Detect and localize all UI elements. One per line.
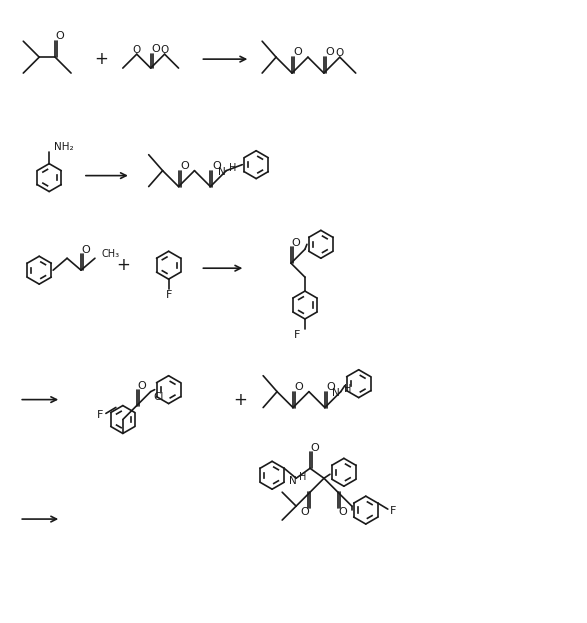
Text: O: O (339, 507, 348, 517)
Text: O: O (311, 444, 319, 454)
Text: +: + (94, 50, 108, 68)
Text: O: O (295, 382, 303, 392)
Text: F: F (294, 330, 300, 340)
Text: N: N (289, 476, 297, 486)
Text: +: + (116, 256, 130, 274)
Text: O: O (325, 47, 334, 57)
Text: O: O (160, 45, 168, 55)
Text: H: H (230, 163, 237, 173)
Text: H: H (344, 384, 351, 394)
Text: N: N (218, 166, 225, 177)
Text: H: H (299, 472, 306, 482)
Text: F: F (166, 290, 172, 300)
Text: O: O (301, 507, 309, 517)
Text: O: O (180, 161, 189, 171)
Text: +: + (233, 391, 247, 409)
Text: F: F (97, 411, 103, 421)
Text: Cl: Cl (154, 392, 164, 402)
Text: O: O (294, 47, 302, 57)
Text: O: O (292, 239, 301, 249)
Text: O: O (336, 48, 344, 58)
Text: N: N (332, 388, 340, 397)
Text: O: O (151, 44, 160, 54)
Text: O: O (212, 161, 221, 171)
Text: O: O (137, 381, 146, 391)
Text: O: O (326, 382, 335, 392)
Text: O: O (133, 45, 141, 55)
Text: O: O (56, 31, 65, 41)
Text: NH₂: NH₂ (54, 142, 74, 152)
Text: F: F (390, 506, 396, 516)
Text: CH₃: CH₃ (102, 249, 120, 259)
Text: O: O (82, 245, 90, 255)
